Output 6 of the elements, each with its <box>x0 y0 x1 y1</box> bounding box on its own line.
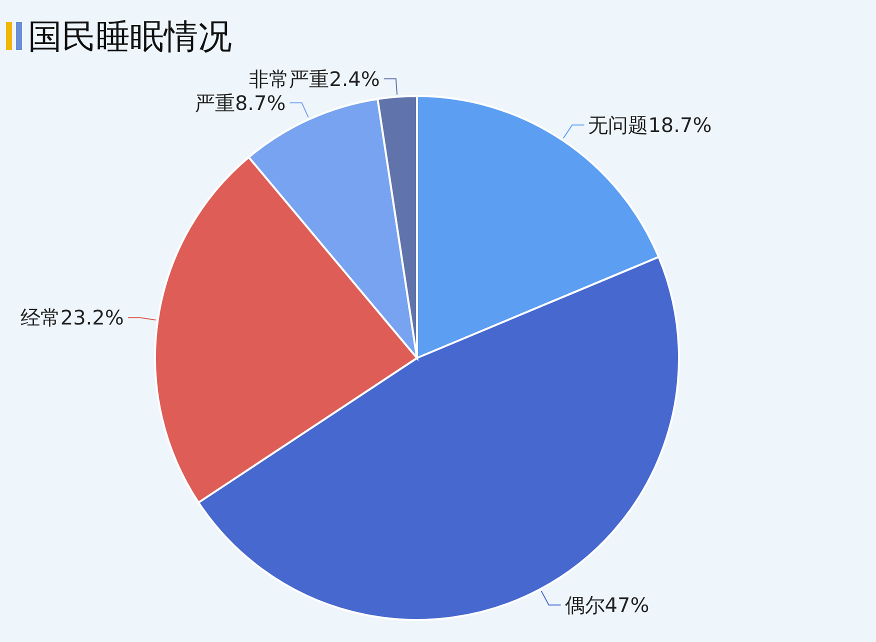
slice-label: 非常严重2.4% <box>249 66 380 91</box>
slice-label: 经常23.2% <box>20 306 124 330</box>
slice-label: 严重8.7% <box>194 90 286 115</box>
slice-label: 偶尔47% <box>564 593 650 618</box>
chart-title: 国民睡眠情况 <box>28 17 232 57</box>
slice-label: 无问题18.7% <box>588 112 712 137</box>
